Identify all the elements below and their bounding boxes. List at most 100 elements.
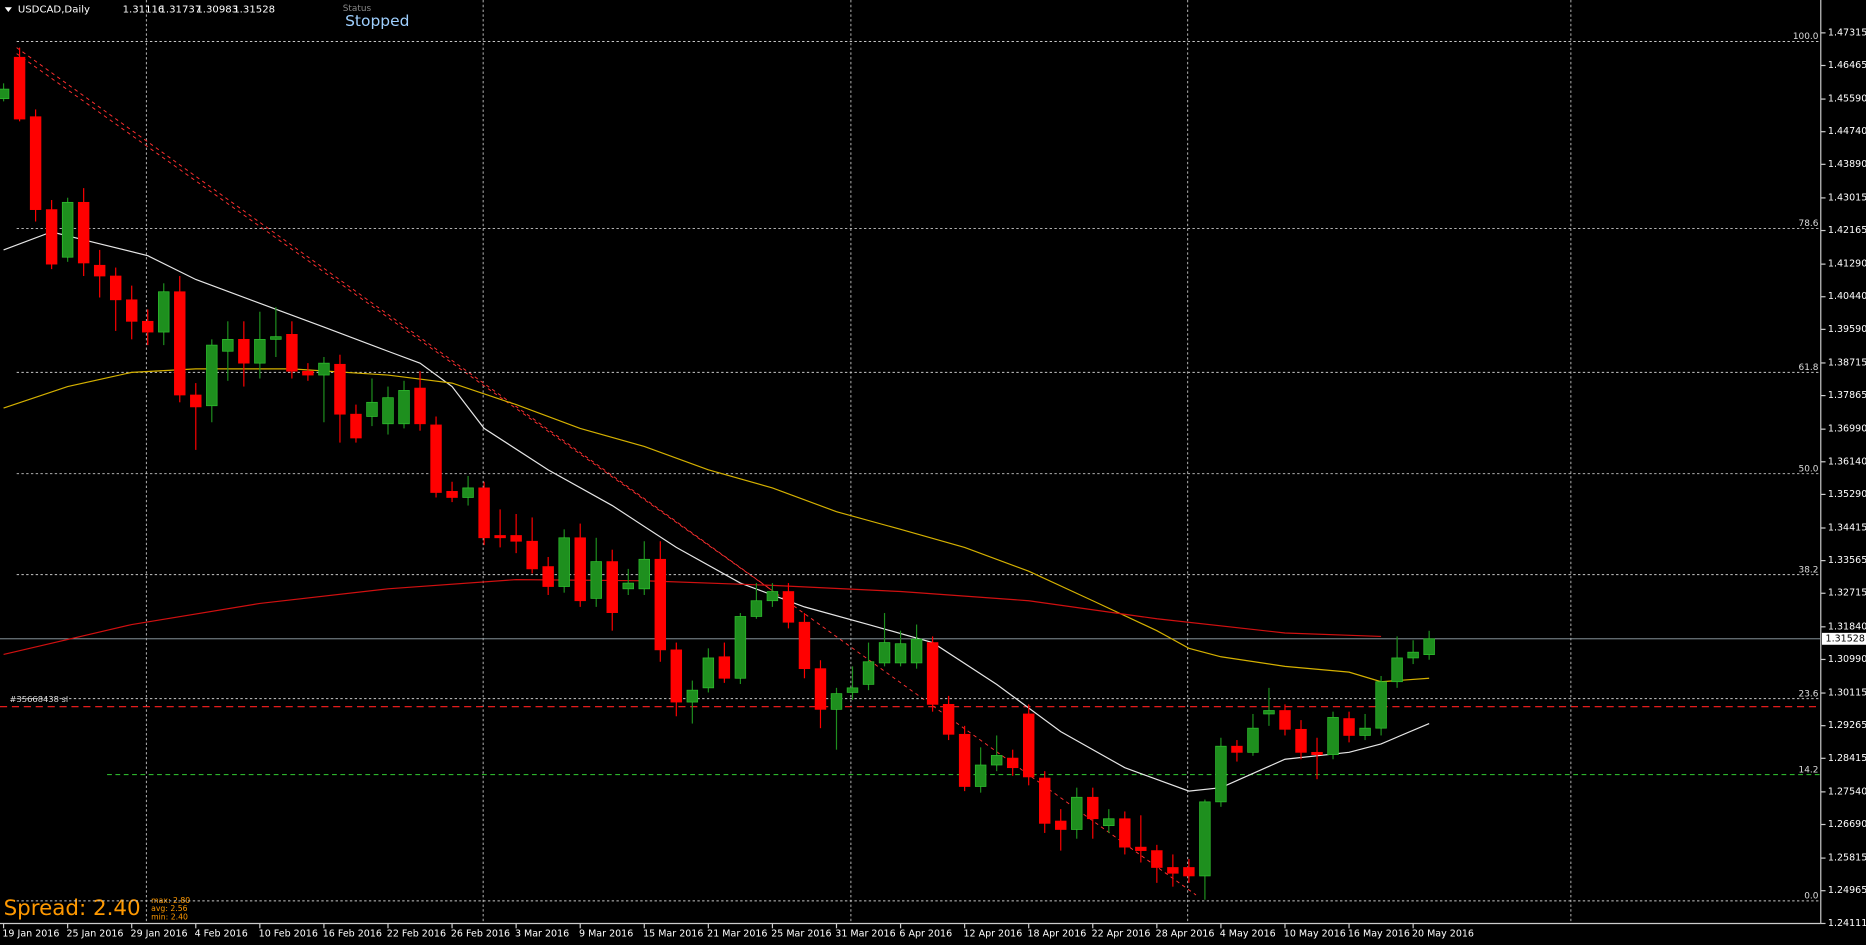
x-tick-label: 26 Feb 2016 — [451, 929, 510, 940]
candle-body — [1039, 777, 1051, 824]
candle-body — [190, 394, 202, 408]
candle-body — [302, 370, 314, 376]
candle-body — [830, 693, 843, 710]
y-tick-label: 1.37865 — [1828, 390, 1866, 401]
candle-body — [126, 299, 138, 322]
candle-body — [77, 201, 90, 264]
candle-body — [1391, 657, 1403, 683]
spread: Spread: 2.40 — [4, 896, 141, 921]
candle-body — [846, 687, 859, 693]
candle-body — [894, 643, 907, 664]
open-value: 1.31116 — [123, 5, 165, 16]
y-tick-label: 1.31840 — [1828, 621, 1866, 632]
candle-body — [750, 600, 763, 617]
y-tick-label: 1.24965 — [1828, 885, 1866, 896]
candle-body — [942, 704, 955, 735]
candle-body — [1167, 867, 1179, 874]
candle-body — [1263, 710, 1275, 715]
candle-body — [462, 487, 474, 498]
x-tick-label: 29 Jan 2016 — [131, 929, 188, 940]
candle-body — [510, 535, 522, 542]
y-tick-label: 1.39590 — [1828, 324, 1866, 335]
fib-label: 50.0 — [1799, 464, 1819, 474]
candle-body — [1423, 638, 1435, 655]
candle-body — [270, 336, 282, 340]
candle-body — [542, 566, 554, 587]
x-tick-label: 31 Mar 2016 — [835, 929, 895, 940]
candle-body — [574, 537, 586, 602]
candle-body — [1183, 867, 1195, 877]
y-tick-label: 1.43890 — [1828, 159, 1866, 170]
y-tick-label: 1.43015 — [1828, 192, 1866, 203]
candle-body — [1343, 718, 1355, 736]
y-tick-label: 1.28415 — [1828, 753, 1866, 764]
candle-body — [654, 558, 667, 651]
y-tick-label: 1.41290 — [1828, 259, 1866, 270]
candle-body — [1199, 801, 1211, 877]
y-tick-label: 1.27540 — [1828, 786, 1866, 797]
candle-body — [13, 56, 26, 120]
y-tick-label: 1.29265 — [1828, 720, 1866, 731]
x-tick-label: 3 Mar 2016 — [515, 929, 569, 940]
x-tick-label: 22 Feb 2016 — [387, 929, 446, 940]
y-tick-label: 1.36990 — [1828, 424, 1866, 435]
candle-body — [1022, 713, 1035, 778]
fib-label: 61.8 — [1799, 363, 1819, 373]
candle-body — [702, 657, 715, 689]
order-label: #35668438 sl — [10, 694, 69, 704]
candle-body — [1359, 727, 1371, 736]
x-tick-label: 22 Apr 2016 — [1092, 929, 1151, 940]
x-tick-label: 16 May 2016 — [1348, 929, 1410, 940]
x-tick-label: 15 Mar 2016 — [643, 929, 703, 940]
y-tick-label: 1.38715 — [1828, 357, 1866, 368]
candle-body — [814, 668, 827, 710]
y-tick-label: 1.30115 — [1828, 688, 1866, 699]
candle-body — [29, 116, 42, 210]
candle-body — [1295, 728, 1307, 753]
y-tick-label: 1.25815 — [1828, 853, 1866, 864]
x-tick-label: 19 Jan 2016 — [2, 929, 59, 940]
moving-average — [3, 368, 1430, 683]
candle-body — [1247, 727, 1259, 753]
candle-body — [1215, 745, 1227, 803]
candle-body — [109, 275, 122, 301]
candle-body — [718, 656, 731, 679]
candle-body — [1006, 757, 1019, 769]
candle-body — [670, 649, 683, 703]
fib-label: 78.6 — [1799, 219, 1819, 229]
y-tick-label: 1.32715 — [1828, 588, 1866, 599]
current-price-label: 1.31528 — [1826, 633, 1865, 644]
fib-label: 14.2 — [1799, 765, 1819, 775]
y-tick-label: 1.35290 — [1828, 489, 1866, 500]
candle-body — [382, 397, 394, 425]
y-tick-label: 1.26690 — [1828, 819, 1866, 830]
high-value: 1.31737 — [159, 5, 201, 16]
fib-label: 38.2 — [1799, 565, 1819, 575]
candle-body — [926, 642, 939, 705]
status-label: Status — [343, 4, 372, 14]
spread-stat: avg: 2.56 — [151, 904, 188, 913]
candle-body — [798, 621, 811, 670]
x-tick-label: 4 Feb 2016 — [195, 929, 248, 940]
candle-body — [638, 558, 650, 590]
trendline — [16, 53, 774, 592]
candle-body — [222, 338, 234, 352]
candle-body — [1279, 710, 1291, 730]
x-tick-label: 10 Feb 2016 — [259, 929, 318, 940]
x-tick-label: 10 May 2016 — [1284, 929, 1346, 940]
y-tick-label: 1.45590 — [1828, 94, 1866, 105]
y-tick-label: 1.40440 — [1828, 291, 1866, 302]
x-tick-label: 6 Apr 2016 — [899, 929, 952, 940]
candle-body — [398, 390, 410, 425]
y-tick-label: 1.44740 — [1828, 126, 1866, 137]
trendline — [16, 47, 1197, 896]
fib-label: 100.0 — [1793, 32, 1819, 42]
y-tick-label: 1.33565 — [1828, 555, 1866, 566]
candle-body — [206, 344, 218, 407]
menu-arrow[interactable] — [4, 7, 12, 12]
y-tick-label: 1.34415 — [1828, 522, 1866, 533]
x-tick-label: 9 Mar 2016 — [579, 929, 633, 940]
x-tick-label: 25 Jan 2016 — [66, 929, 123, 940]
candle-body — [1375, 681, 1387, 729]
